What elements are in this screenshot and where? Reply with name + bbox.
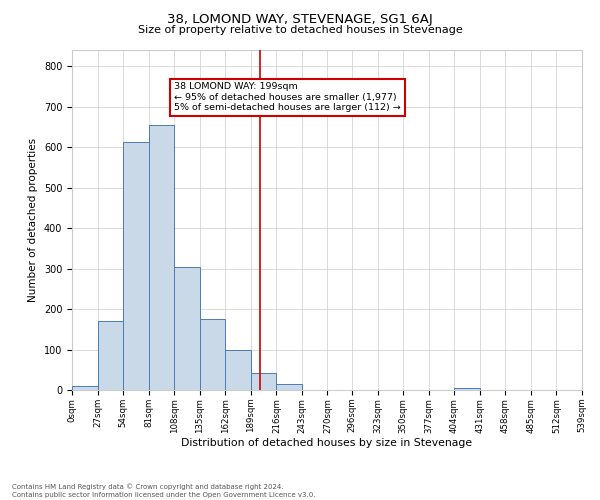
Bar	[149, 125, 174, 390]
Bar	[277, 384, 302, 390]
Bar	[123, 142, 149, 390]
Text: 38, LOMOND WAY, STEVENAGE, SG1 6AJ: 38, LOMOND WAY, STEVENAGE, SG1 6AJ	[167, 12, 433, 26]
Text: 38 LOMOND WAY: 199sqm
← 95% of detached houses are smaller (1,977)
5% of semi-de: 38 LOMOND WAY: 199sqm ← 95% of detached …	[174, 82, 401, 112]
X-axis label: Distribution of detached houses by size in Stevenage: Distribution of detached houses by size …	[181, 438, 473, 448]
Text: Size of property relative to detached houses in Stevenage: Size of property relative to detached ho…	[137, 25, 463, 35]
Bar	[454, 388, 480, 390]
Bar	[225, 350, 251, 390]
Y-axis label: Number of detached properties: Number of detached properties	[28, 138, 38, 302]
Bar	[200, 319, 225, 390]
Bar	[174, 266, 200, 390]
Bar	[251, 373, 277, 390]
Text: Contains HM Land Registry data © Crown copyright and database right 2024.
Contai: Contains HM Land Registry data © Crown c…	[12, 484, 316, 498]
Bar	[72, 386, 98, 390]
Bar	[98, 321, 123, 390]
